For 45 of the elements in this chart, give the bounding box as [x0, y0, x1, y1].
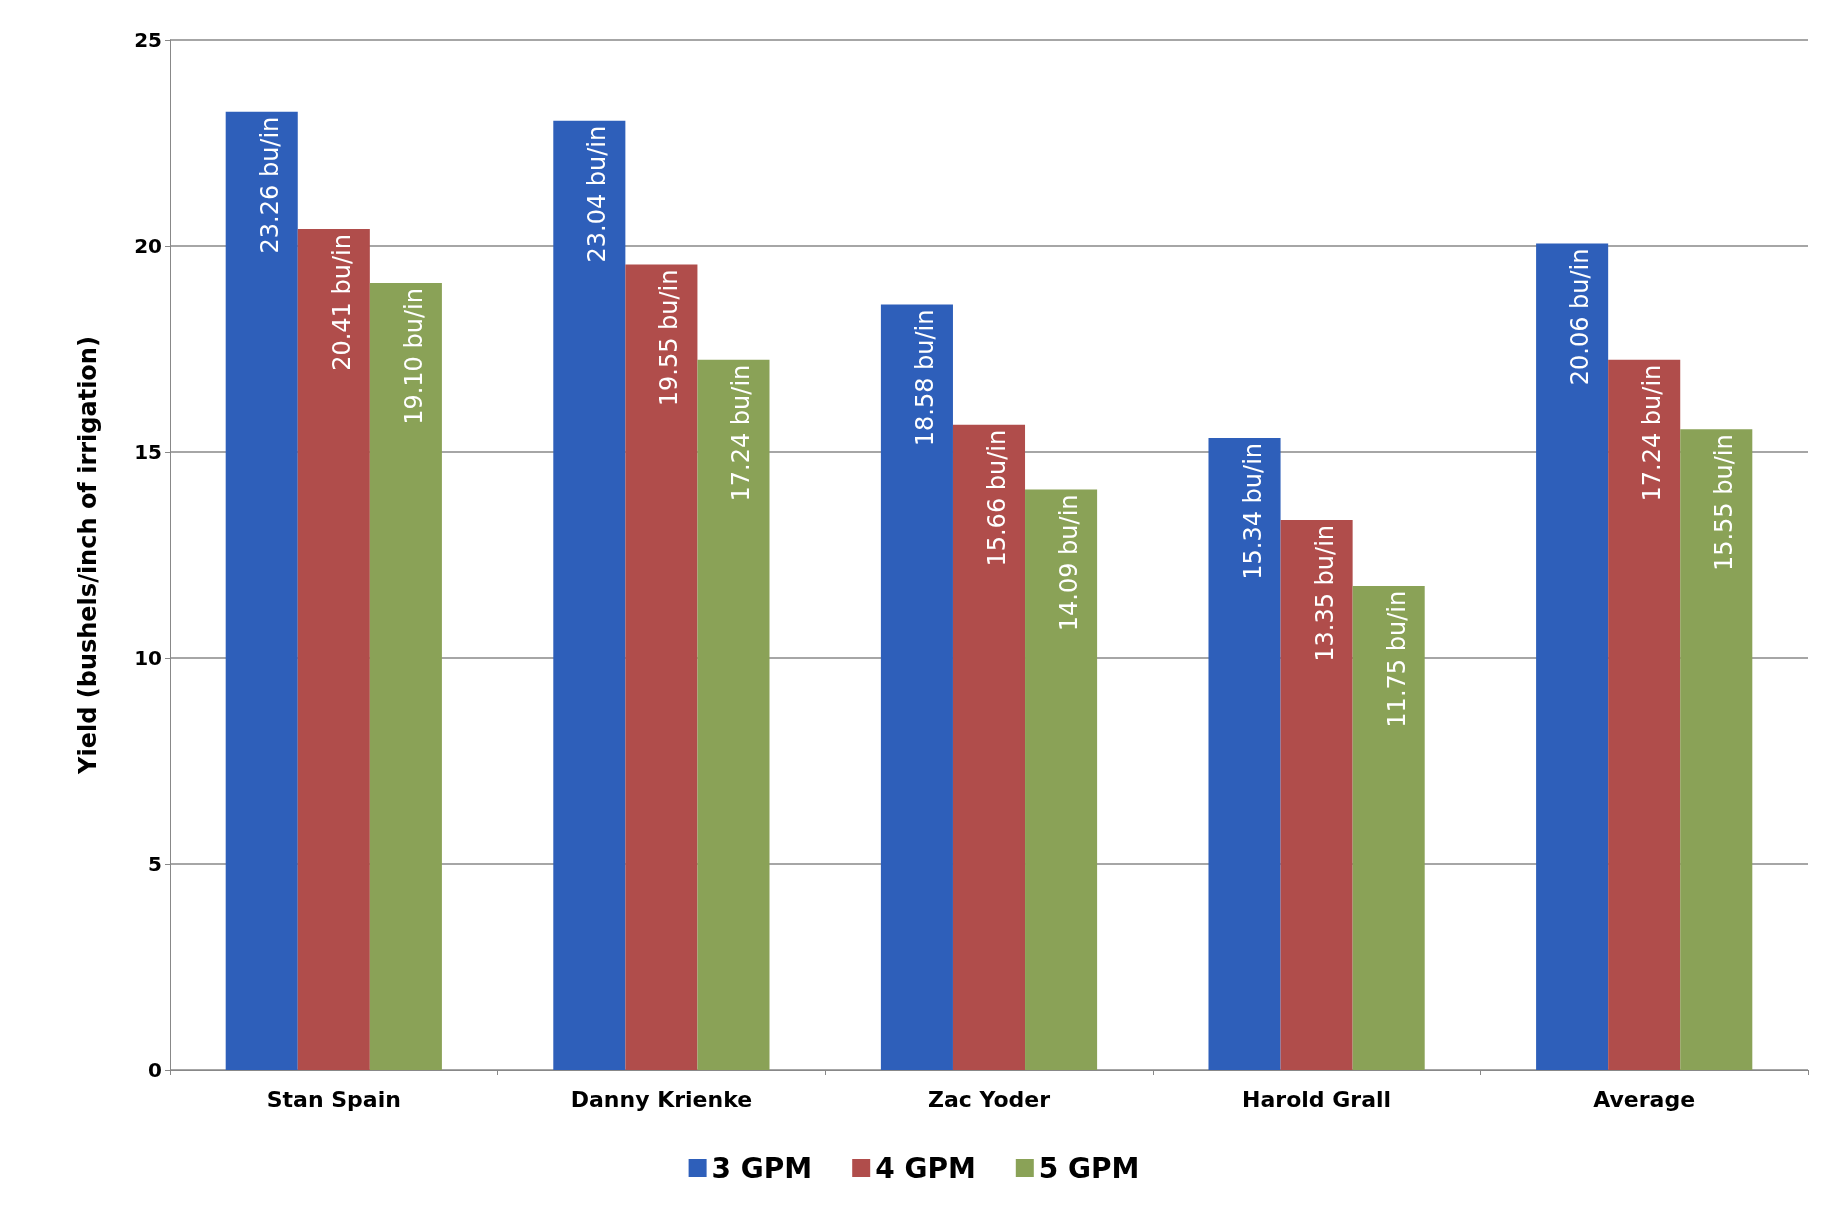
bar — [1608, 359, 1681, 1070]
bar — [1536, 243, 1609, 1070]
data-label: 19.10 bu/in — [399, 288, 428, 425]
data-label: 15.55 bu/in — [1710, 434, 1739, 572]
bar — [369, 283, 442, 1070]
data-label: 14.09 bu/in — [1055, 494, 1084, 632]
data-label: 23.04 bu/in — [583, 125, 612, 263]
data-label: 17.24 bu/in — [727, 364, 756, 502]
x-tick-label: Danny Krienke — [570, 1086, 753, 1112]
x-tick-label: Harold Grall — [1242, 1086, 1392, 1112]
data-label: 13.35 bu/in — [1310, 524, 1339, 662]
bar — [1208, 437, 1281, 1070]
legend-label: 3 GPM — [711, 1151, 813, 1185]
y-tick-label: 5 — [148, 852, 162, 876]
y-axis-title: Yield (bushels/inch of irrigation) — [74, 336, 102, 775]
data-label: 17.24 bu/in — [1638, 364, 1667, 502]
bar — [625, 264, 698, 1070]
data-label: 20.06 bu/in — [1566, 248, 1595, 386]
y-tick-label: 0 — [148, 1058, 162, 1082]
y-tick-label: 15 — [134, 440, 162, 464]
bar — [880, 304, 953, 1070]
bar — [297, 229, 370, 1070]
data-label: 15.34 bu/in — [1238, 442, 1267, 580]
bar — [553, 120, 626, 1070]
bar — [1025, 489, 1098, 1070]
data-label: 19.55 bu/in — [655, 269, 684, 407]
bar — [952, 424, 1026, 1070]
legend-label: 4 GPM — [875, 1151, 976, 1185]
legend-label: 5 GPM — [1038, 1151, 1140, 1185]
x-tick-label: Zac Yoder — [927, 1086, 1051, 1112]
data-label: 23.26 bu/in — [255, 116, 284, 254]
data-label: 15.66 bu/in — [983, 429, 1011, 567]
bar — [1680, 429, 1753, 1070]
x-tick-label: Stan Spain — [266, 1086, 401, 1112]
bar — [1352, 585, 1425, 1070]
y-tick-label: 10 — [134, 646, 162, 670]
data-label: 18.58 bu/in — [910, 309, 939, 447]
bar — [697, 359, 770, 1070]
data-label: 20.41 bu/in — [327, 234, 356, 371]
data-label: 11.75 bu/in — [1382, 590, 1411, 728]
bar — [225, 111, 298, 1070]
x-tick-label: Average — [1593, 1086, 1696, 1112]
bar — [1280, 519, 1353, 1070]
y-tick-label: 20 — [134, 234, 162, 258]
y-tick-label: 25 — [134, 28, 162, 52]
